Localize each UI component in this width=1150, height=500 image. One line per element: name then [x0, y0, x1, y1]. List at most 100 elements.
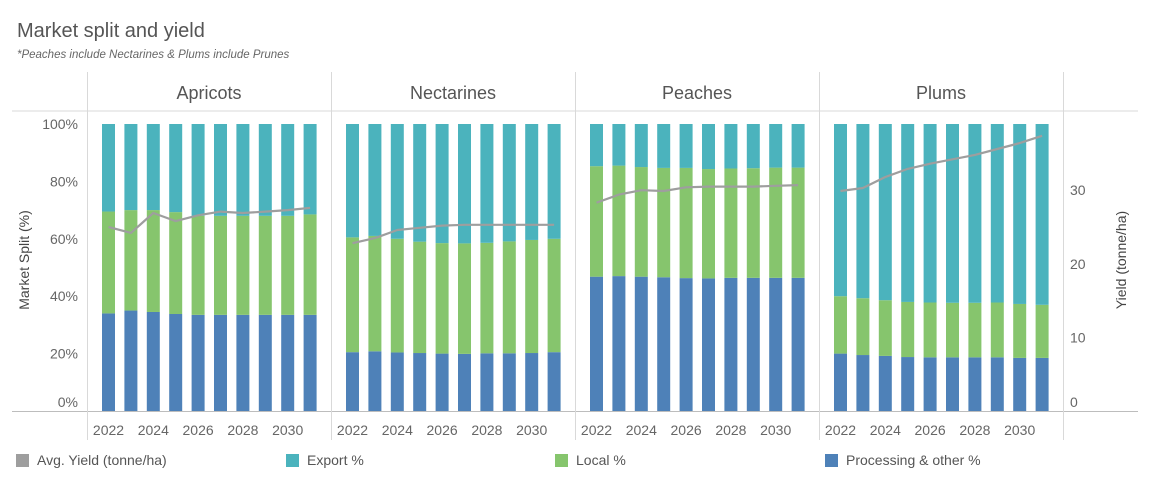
bar-processing[interactable] — [946, 357, 959, 411]
bar-processing[interactable] — [769, 277, 783, 411]
bar-processing[interactable] — [146, 311, 160, 411]
bar-export[interactable] — [769, 124, 783, 168]
bar-processing[interactable] — [547, 352, 561, 411]
yield-line-plums[interactable] — [840, 134, 1043, 193]
bar-local[interactable] — [724, 168, 738, 278]
legend-item-processing[interactable]: Processing & other % — [825, 452, 981, 468]
bar-local[interactable] — [525, 239, 539, 354]
bar-processing[interactable] — [480, 353, 494, 411]
bar-local[interactable] — [856, 298, 870, 356]
bar-export[interactable] — [946, 124, 959, 303]
bar-processing[interactable] — [214, 314, 227, 411]
bar-export[interactable] — [480, 124, 494, 243]
bar-processing[interactable] — [878, 355, 892, 411]
bar-local[interactable] — [679, 167, 693, 279]
bar-processing[interactable] — [390, 352, 404, 411]
bar-export[interactable] — [724, 124, 738, 169]
bar-local[interactable] — [458, 243, 471, 354]
bar-export[interactable] — [191, 124, 205, 216]
bar-export[interactable] — [102, 124, 115, 212]
legend-item-local[interactable]: Local % — [555, 452, 626, 468]
bar-processing[interactable] — [590, 276, 603, 411]
legend-item-yield[interactable]: Avg. Yield (tonne/ha) — [16, 452, 167, 468]
bar-processing[interactable] — [791, 277, 805, 411]
bar-local[interactable] — [191, 215, 205, 315]
bar-local[interactable] — [146, 210, 160, 312]
bar-export[interactable] — [590, 124, 603, 167]
bar-export[interactable] — [435, 124, 449, 244]
bar-processing[interactable] — [724, 277, 738, 411]
bar-processing[interactable] — [525, 353, 539, 411]
bar-export[interactable] — [146, 124, 160, 211]
bar-processing[interactable] — [502, 353, 516, 411]
bar-processing[interactable] — [968, 357, 982, 411]
bar-local[interactable] — [901, 301, 915, 358]
bar-export[interactable] — [346, 124, 359, 238]
bar-local[interactable] — [169, 212, 183, 314]
bar-processing[interactable] — [923, 357, 937, 411]
bar-local[interactable] — [303, 214, 317, 315]
bar-export[interactable] — [124, 124, 138, 211]
bar-processing[interactable] — [124, 310, 138, 411]
bar-export[interactable] — [214, 124, 227, 216]
bar-export[interactable] — [923, 124, 937, 303]
bar-local[interactable] — [746, 168, 760, 278]
bar-export[interactable] — [834, 124, 847, 297]
bar-processing[interactable] — [368, 351, 382, 411]
bar-export[interactable] — [303, 124, 317, 215]
bar-export[interactable] — [657, 124, 671, 168]
bar-export[interactable] — [413, 124, 427, 242]
bar-local[interactable] — [1035, 304, 1049, 358]
bar-export[interactable] — [746, 124, 760, 169]
bar-local[interactable] — [435, 243, 449, 354]
bar-processing[interactable] — [236, 314, 250, 411]
bar-processing[interactable] — [281, 314, 295, 411]
bar-processing[interactable] — [634, 276, 648, 411]
bar-export[interactable] — [236, 124, 250, 216]
bar-export[interactable] — [169, 124, 183, 213]
bar-export[interactable] — [458, 124, 471, 244]
bar-local[interactable] — [346, 237, 359, 353]
bar-export[interactable] — [612, 124, 626, 166]
bar-export[interactable] — [547, 124, 561, 239]
bar-processing[interactable] — [169, 313, 183, 411]
bar-local[interactable] — [791, 167, 805, 278]
bar-export[interactable] — [791, 124, 805, 168]
bar-processing[interactable] — [191, 314, 205, 411]
bar-local[interactable] — [547, 238, 561, 353]
bar-processing[interactable] — [435, 353, 449, 411]
bar-local[interactable] — [281, 215, 295, 315]
bar-processing[interactable] — [458, 353, 471, 411]
bar-processing[interactable] — [258, 314, 272, 411]
bar-local[interactable] — [612, 165, 626, 277]
bar-export[interactable] — [502, 124, 516, 242]
bar-local[interactable] — [124, 210, 138, 311]
bar-local[interactable] — [946, 302, 959, 358]
bar-export[interactable] — [525, 124, 539, 240]
bar-export[interactable] — [990, 124, 1004, 303]
bar-processing[interactable] — [834, 353, 847, 411]
bar-processing[interactable] — [612, 276, 626, 411]
bar-local[interactable] — [634, 167, 648, 277]
bar-export[interactable] — [968, 124, 982, 303]
legend-item-export[interactable]: Export % — [286, 452, 364, 468]
bar-processing[interactable] — [1013, 357, 1027, 411]
bar-export[interactable] — [390, 124, 404, 239]
bar-export[interactable] — [1013, 124, 1027, 304]
bar-local[interactable] — [923, 302, 937, 358]
bar-local[interactable] — [834, 296, 847, 354]
bar-local[interactable] — [102, 211, 115, 314]
bar-local[interactable] — [702, 169, 715, 279]
bar-export[interactable] — [368, 124, 382, 236]
bar-export[interactable] — [1035, 124, 1049, 305]
bar-local[interactable] — [258, 215, 272, 315]
bar-export[interactable] — [901, 124, 915, 302]
bar-export[interactable] — [634, 124, 648, 168]
bar-local[interactable] — [236, 215, 250, 315]
bar-processing[interactable] — [990, 357, 1004, 411]
bar-local[interactable] — [413, 241, 427, 354]
bar-export[interactable] — [856, 124, 870, 299]
bar-processing[interactable] — [1035, 357, 1049, 411]
bar-local[interactable] — [214, 215, 227, 315]
bar-local[interactable] — [769, 167, 783, 278]
